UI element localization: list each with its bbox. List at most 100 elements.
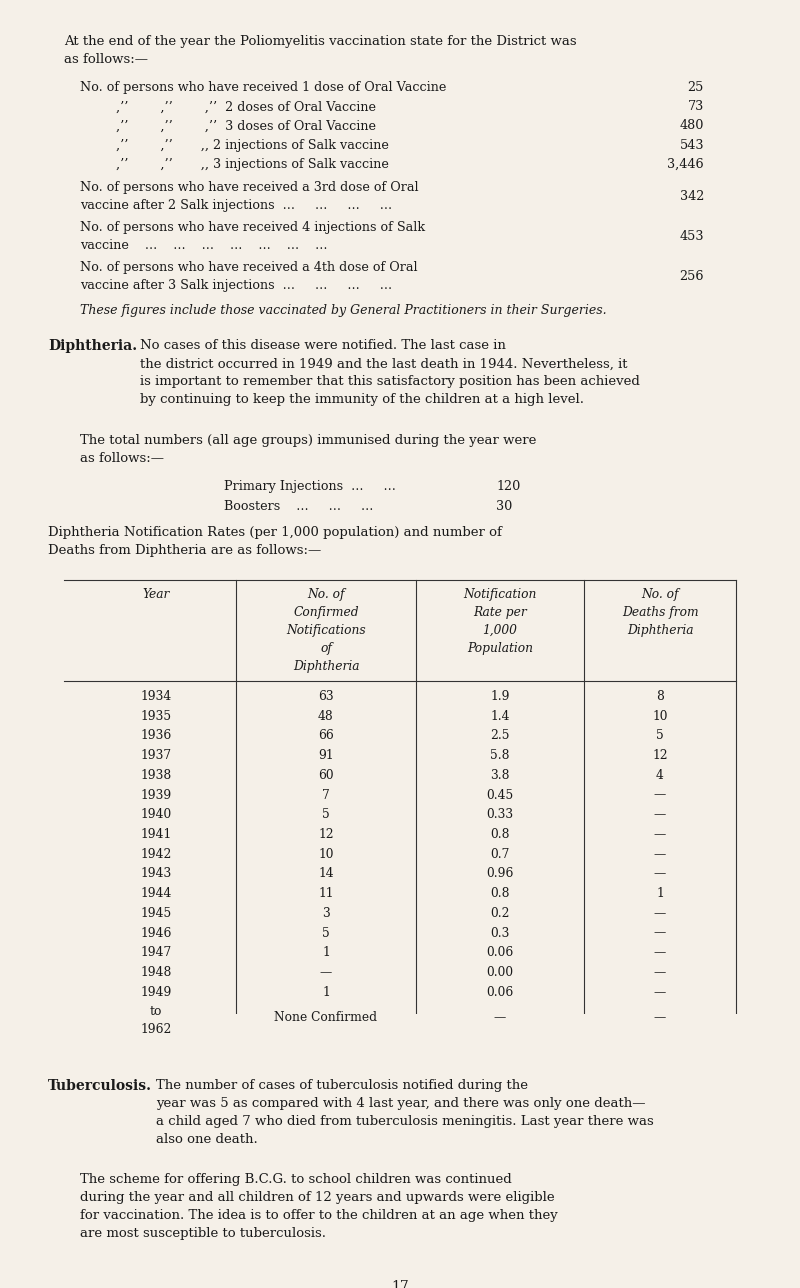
Text: 3: 3 [322, 907, 330, 920]
Text: —: — [654, 867, 666, 881]
Text: 1.9: 1.9 [490, 690, 510, 703]
Text: 0.2: 0.2 [490, 907, 510, 920]
Text: ,’’        ,’’        ,’’  2 doses of Oral Vaccine: ,’’ ,’’ ,’’ 2 doses of Oral Vaccine [116, 100, 376, 113]
Text: —: — [654, 788, 666, 801]
Text: 5: 5 [322, 926, 330, 939]
Text: —: — [494, 1011, 506, 1024]
Text: No. of persons who have received 4 injections of Salk
vaccine    ...    ...    .: No. of persons who have received 4 injec… [80, 220, 425, 251]
Text: ,’’        ,’’       ,, 3 injections of Salk vaccine: ,’’ ,’’ ,, 3 injections of Salk vaccine [116, 158, 389, 171]
Text: 0.8: 0.8 [490, 887, 510, 900]
Text: No. of persons who have received 1 dose of Oral Vaccine: No. of persons who have received 1 dose … [80, 81, 446, 94]
Text: 1936: 1936 [140, 729, 172, 742]
Text: —: — [654, 907, 666, 920]
Text: 5: 5 [656, 729, 664, 742]
Text: 1939: 1939 [140, 788, 172, 801]
Text: Diphtheria Notification Rates (per 1,000 population) and number of
Deaths from D: Diphtheria Notification Rates (per 1,000… [48, 527, 502, 558]
Text: Notification
Rate per
1,000
Population: Notification Rate per 1,000 Population [463, 587, 537, 654]
Text: 1934: 1934 [140, 690, 172, 703]
Text: 1938: 1938 [140, 769, 172, 782]
Text: ,’’        ,’’        ,’’  3 doses of Oral Vaccine: ,’’ ,’’ ,’’ 3 doses of Oral Vaccine [116, 120, 376, 133]
Text: 543: 543 [679, 139, 704, 152]
Text: 256: 256 [679, 270, 704, 283]
Text: 12: 12 [652, 750, 668, 762]
Text: 3.8: 3.8 [490, 769, 510, 782]
Text: 0.96: 0.96 [486, 867, 514, 881]
Text: —: — [654, 848, 666, 860]
Text: 1946: 1946 [140, 926, 172, 939]
Text: 10: 10 [652, 710, 668, 723]
Text: 8: 8 [656, 690, 664, 703]
Text: 1941: 1941 [140, 828, 172, 841]
Text: 0.3: 0.3 [490, 926, 510, 939]
Text: No cases of this disease were notified. The last case in
the district occurred i: No cases of this disease were notified. … [140, 340, 640, 407]
Text: Primary Injections  ...     ...: Primary Injections ... ... [224, 480, 404, 493]
Text: 4: 4 [656, 769, 664, 782]
Text: These figures include those vaccinated by General Practitioners in their Surgeri: These figures include those vaccinated b… [80, 304, 606, 317]
Text: None Confirmed: None Confirmed [274, 1011, 378, 1024]
Text: 1.4: 1.4 [490, 710, 510, 723]
Text: 120: 120 [496, 480, 520, 493]
Text: 1942: 1942 [140, 848, 172, 860]
Text: 0.00: 0.00 [486, 966, 514, 979]
Text: —: — [320, 966, 332, 979]
Text: —: — [654, 926, 666, 939]
Text: 5.8: 5.8 [490, 750, 510, 762]
Text: 1937: 1937 [141, 750, 171, 762]
Text: —: — [654, 809, 666, 822]
Text: Year: Year [142, 587, 170, 600]
Text: 453: 453 [679, 231, 704, 243]
Text: 480: 480 [680, 120, 704, 133]
Text: to
1962: to 1962 [140, 1006, 172, 1037]
Text: 1: 1 [656, 887, 664, 900]
Text: —: — [654, 966, 666, 979]
Text: 3,446: 3,446 [667, 158, 704, 171]
Text: 10: 10 [318, 848, 334, 860]
Text: No. of
Confirmed
Notifications
of
Diphtheria: No. of Confirmed Notifications of Diphth… [286, 587, 366, 672]
Text: Boosters    ...     ...     ...: Boosters ... ... ... [224, 500, 386, 513]
Text: 63: 63 [318, 690, 334, 703]
Text: 1: 1 [322, 947, 330, 960]
Text: 1945: 1945 [140, 907, 172, 920]
Text: 11: 11 [318, 887, 334, 900]
Text: No. of persons who have received a 3rd dose of Oral
vaccine after 2 Salk injecti: No. of persons who have received a 3rd d… [80, 180, 418, 211]
Text: 5: 5 [322, 809, 330, 822]
Text: 30: 30 [496, 500, 512, 513]
Text: 0.33: 0.33 [486, 809, 514, 822]
Text: —: — [654, 947, 666, 960]
Text: 7: 7 [322, 788, 330, 801]
Text: 1948: 1948 [140, 966, 172, 979]
Text: 73: 73 [688, 100, 704, 113]
Text: —: — [654, 828, 666, 841]
Text: The number of cases of tuberculosis notified during the
year was 5 as compared w: The number of cases of tuberculosis noti… [156, 1079, 654, 1146]
Text: At the end of the year the Poliomyelitis vaccination state for the District was
: At the end of the year the Poliomyelitis… [64, 36, 577, 67]
Text: 1935: 1935 [141, 710, 171, 723]
Text: 0.45: 0.45 [486, 788, 514, 801]
Text: 0.06: 0.06 [486, 985, 514, 998]
Text: Tuberculosis.: Tuberculosis. [48, 1079, 152, 1094]
Text: 66: 66 [318, 729, 334, 742]
Text: The total numbers (all age groups) immunised during the year were
as follows:—: The total numbers (all age groups) immun… [80, 434, 536, 465]
Text: 0.06: 0.06 [486, 947, 514, 960]
Text: 1940: 1940 [140, 809, 172, 822]
Text: 12: 12 [318, 828, 334, 841]
Text: No. of persons who have received a 4th dose of Oral
vaccine after 3 Salk injecti: No. of persons who have received a 4th d… [80, 261, 418, 292]
Text: 1949: 1949 [140, 985, 172, 998]
Text: 342: 342 [680, 189, 704, 202]
Text: 2.5: 2.5 [490, 729, 510, 742]
Text: 1943: 1943 [140, 867, 172, 881]
Text: 25: 25 [688, 81, 704, 94]
Text: 91: 91 [318, 750, 334, 762]
Text: 1944: 1944 [140, 887, 172, 900]
Text: 1947: 1947 [140, 947, 172, 960]
Text: No. of
Deaths from
Diphtheria: No. of Deaths from Diphtheria [622, 587, 698, 636]
Text: ,’’        ,’’       ,, 2 injections of Salk vaccine: ,’’ ,’’ ,, 2 injections of Salk vaccine [116, 139, 389, 152]
Text: The scheme for offering B.C.G. to school children was continued
during the year : The scheme for offering B.C.G. to school… [80, 1173, 558, 1240]
Text: 0.8: 0.8 [490, 828, 510, 841]
Text: 14: 14 [318, 867, 334, 881]
Text: Diphtheria.: Diphtheria. [48, 340, 137, 353]
Text: 48: 48 [318, 710, 334, 723]
Text: 60: 60 [318, 769, 334, 782]
Text: —: — [654, 1011, 666, 1024]
Text: 0.7: 0.7 [490, 848, 510, 860]
Text: 1: 1 [322, 985, 330, 998]
